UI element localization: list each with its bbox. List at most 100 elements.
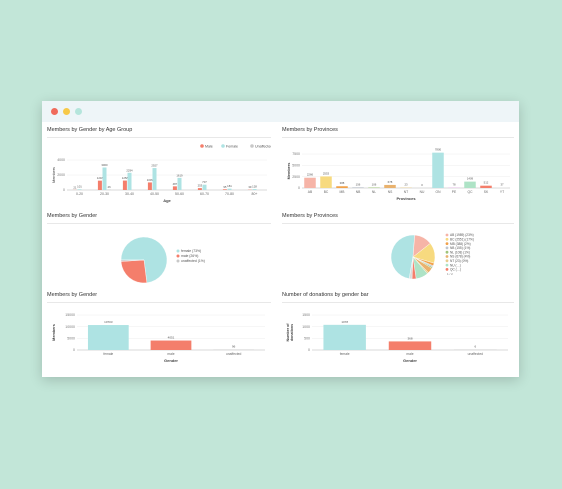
x-tick-label: 0-20 <box>76 192 83 196</box>
bar <box>384 184 396 188</box>
x-tick-label: AB <box>308 190 313 194</box>
bar <box>323 324 366 350</box>
x-tick-label: SK <box>484 190 489 194</box>
value-label: 96 <box>232 345 236 349</box>
value-label: 2553 <box>323 171 330 175</box>
x-tick-label: NL <box>372 190 376 194</box>
chart-age: Male Female Unaffected 4000 2000 0 21 101 0-20 12… <box>52 144 271 203</box>
y-tick-label: 0 <box>73 348 75 352</box>
legend-swatch <box>445 237 449 241</box>
value-label: 21 <box>73 185 77 189</box>
bar <box>227 188 232 190</box>
x-tick-label: unaffected <box>226 352 242 356</box>
y-tick-label: 0 <box>63 188 65 192</box>
bar <box>77 189 82 190</box>
pie-slice <box>408 256 414 280</box>
legend-swatch <box>445 255 449 258</box>
y-tick-label: 2000 <box>57 173 65 177</box>
value-label: 4051 <box>168 336 175 340</box>
value-label: 1619 <box>176 173 183 177</box>
legend-swatch <box>445 263 449 267</box>
bar <box>352 187 364 188</box>
legend-swatch <box>176 259 180 263</box>
value-label: 39 <box>248 185 252 189</box>
bar <box>152 168 157 190</box>
bar <box>202 184 207 190</box>
panel-prov-bar: Members by Provinces 7500 5000 2500 0 2266 AB… <box>282 127 514 207</box>
legend-label: QC (…) <box>450 268 461 272</box>
x-tick-label: YT <box>500 190 504 194</box>
x-tick-label: unaffected <box>468 352 484 356</box>
y-tick-label: 1000 <box>302 325 310 329</box>
legend-label: unaffected (1%) <box>181 259 205 263</box>
dashboard-window: Members by Gender by Age Group Male Femal… <box>42 101 519 377</box>
bar <box>87 325 129 350</box>
value-label: 0 <box>421 183 423 187</box>
value-label: 37 <box>500 183 504 187</box>
bar <box>304 177 316 188</box>
legend-label: male (26%) <box>181 254 198 258</box>
y-tick-label: 7500 <box>292 152 300 156</box>
y-tick-label: 5000 <box>67 337 75 341</box>
panel-donations: Number of donations by gender bar 1500 10… <box>282 292 514 372</box>
y-tick-label: 0 <box>308 348 310 352</box>
value-label: 368 <box>407 336 412 340</box>
legend-swatch <box>221 144 225 148</box>
bar <box>122 180 127 190</box>
bar <box>336 186 348 188</box>
legend-label: female (73%) <box>181 249 201 253</box>
panel-title: Members by Gender by Age Group <box>47 127 133 133</box>
legend-swatch <box>200 144 204 148</box>
value-label: 388 <box>340 181 345 185</box>
value-label: 3000 <box>101 163 108 167</box>
bar <box>177 177 182 190</box>
x-tick-label: 20-30 <box>100 192 109 196</box>
value-label: 487 <box>173 182 178 186</box>
y-axis-title: Members <box>52 324 56 341</box>
legend-swatch <box>250 144 254 148</box>
x-tick-label: PE <box>452 190 457 194</box>
panel-title: Members by Gender <box>47 213 98 219</box>
value-label: 1078 <box>341 320 348 324</box>
value-label: 1409 <box>467 177 474 181</box>
y-axis-title: Members <box>287 163 291 180</box>
legend-label: NT (23) (0%) <box>450 259 468 263</box>
bar <box>222 189 227 190</box>
bar <box>172 186 177 190</box>
panel-prov-pie: Members by Provinces AB (1989) (23%) BC (… <box>282 213 514 288</box>
legend-swatch <box>445 268 449 271</box>
value-label: 10703 <box>104 320 113 324</box>
x-tick-label: 70-80 <box>225 192 234 196</box>
close-dot[interactable] <box>51 108 58 115</box>
x-tick-label: QC <box>468 190 474 194</box>
value-label: 253 <box>198 184 203 188</box>
chart-donations: 1500 1000 500 0 1078 female 368 male 6 unaffected… <box>286 313 508 363</box>
chart-prov-pie: AB (1989) (23%)BC (2551) (17%)MB (388) (… <box>390 233 474 280</box>
legend-label: Unaffected <box>255 145 271 149</box>
value-label: 2266 <box>307 173 314 177</box>
y-tick-label: 5000 <box>292 164 300 168</box>
value-label: 156 <box>356 182 361 186</box>
bar <box>102 167 107 190</box>
bar <box>252 189 257 190</box>
x-tick-label: 60-70 <box>200 192 209 196</box>
panel-title: Members by Gender <box>47 292 98 298</box>
value-label: 106 <box>372 183 377 187</box>
pie-slice <box>390 234 415 279</box>
legend-swatch <box>445 246 449 250</box>
y-axis-title: Members <box>52 167 56 183</box>
legend-swatch <box>176 249 180 253</box>
chart-prov-bar: 7500 5000 2500 0 2266 AB 2553 BC 388 MB 156 NB 106 NL… <box>287 148 510 201</box>
y-tick-label: 10000 <box>65 325 75 329</box>
legend-swatch <box>445 242 449 245</box>
legend-swatch <box>445 259 449 263</box>
legend-label: NL (108) (1%) <box>450 250 470 254</box>
x-tick-label: BC <box>324 190 329 194</box>
x-tick-label: NU <box>420 190 425 194</box>
y-tick-label: 0 <box>298 186 300 190</box>
window-titlebar <box>42 101 519 122</box>
bar <box>197 188 202 190</box>
legend-label: Male <box>205 145 213 149</box>
maximize-dot[interactable] <box>75 108 82 115</box>
minimize-dot[interactable] <box>63 108 70 115</box>
